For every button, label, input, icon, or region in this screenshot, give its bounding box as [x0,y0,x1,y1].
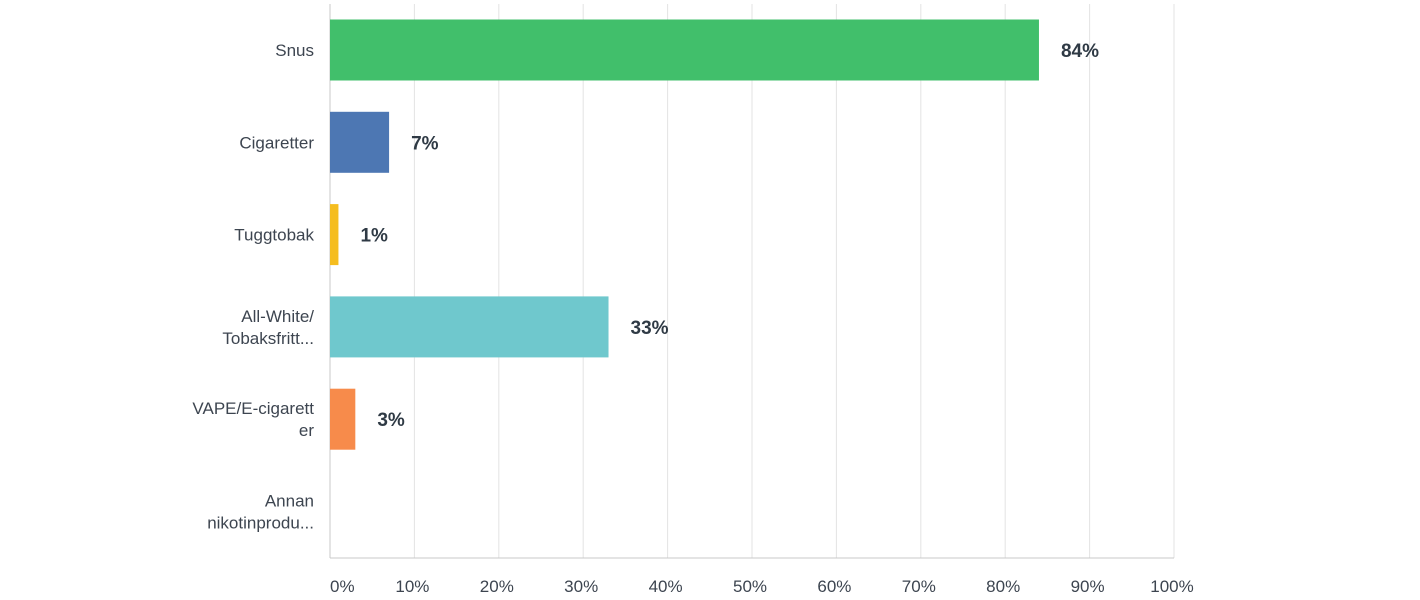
data-label: 1% [360,226,388,247]
x-tick-label: 40% [649,577,683,596]
category-label-line: All-White/ [241,307,314,326]
grid-layer [329,4,1175,559]
x-tick-label: 80% [986,577,1020,596]
data-label: 84% [1061,41,1099,62]
category-label: All-White/Tobaksfritt... [222,307,314,348]
bar-0 [330,19,1039,81]
x-tick-label: 30% [564,577,598,596]
data-label: 3% [377,410,405,431]
x-tick-label: 20% [480,577,514,596]
x-tick-label: 70% [902,577,936,596]
bar-4 [330,388,356,450]
category-label: Tuggtobak [234,226,314,245]
category-label-line: Snus [275,41,314,60]
x-tick-label: 0% [330,577,355,596]
bar-1 [330,111,390,173]
category-label-line: Annan [265,492,314,511]
category-label-line: nikotinprodu... [207,514,314,533]
bar-2 [330,204,339,266]
category-label: VAPE/E-cigarett er [192,399,314,440]
category-label: Cigaretter [239,133,314,152]
category-label-line: er [299,421,314,440]
category-label: Snus [275,41,314,60]
data-label: 7% [411,133,439,154]
category-label-line: VAPE/E-cigarett [192,399,314,418]
x-tick-label: 60% [817,577,851,596]
category-label-line: Tuggtobak [234,226,314,245]
label-layer: 0% 10% 20% 30% 40% 50% 60% 70% 80% 90% 100% Snus 84%… [192,41,1193,596]
category-label: Annan nikotinprodu... [207,492,314,533]
bar-layer [330,19,1039,450]
x-tick-label: 90% [1071,577,1105,596]
category-label-line: Cigaretter [239,133,314,152]
category-label-line: Tobaksfritt... [222,329,314,348]
x-tick-label: 50% [733,577,767,596]
data-label: 33% [631,318,669,339]
bar-3 [330,296,609,358]
x-tick-label: 100% [1150,577,1193,596]
x-tick-label: 10% [395,577,429,596]
